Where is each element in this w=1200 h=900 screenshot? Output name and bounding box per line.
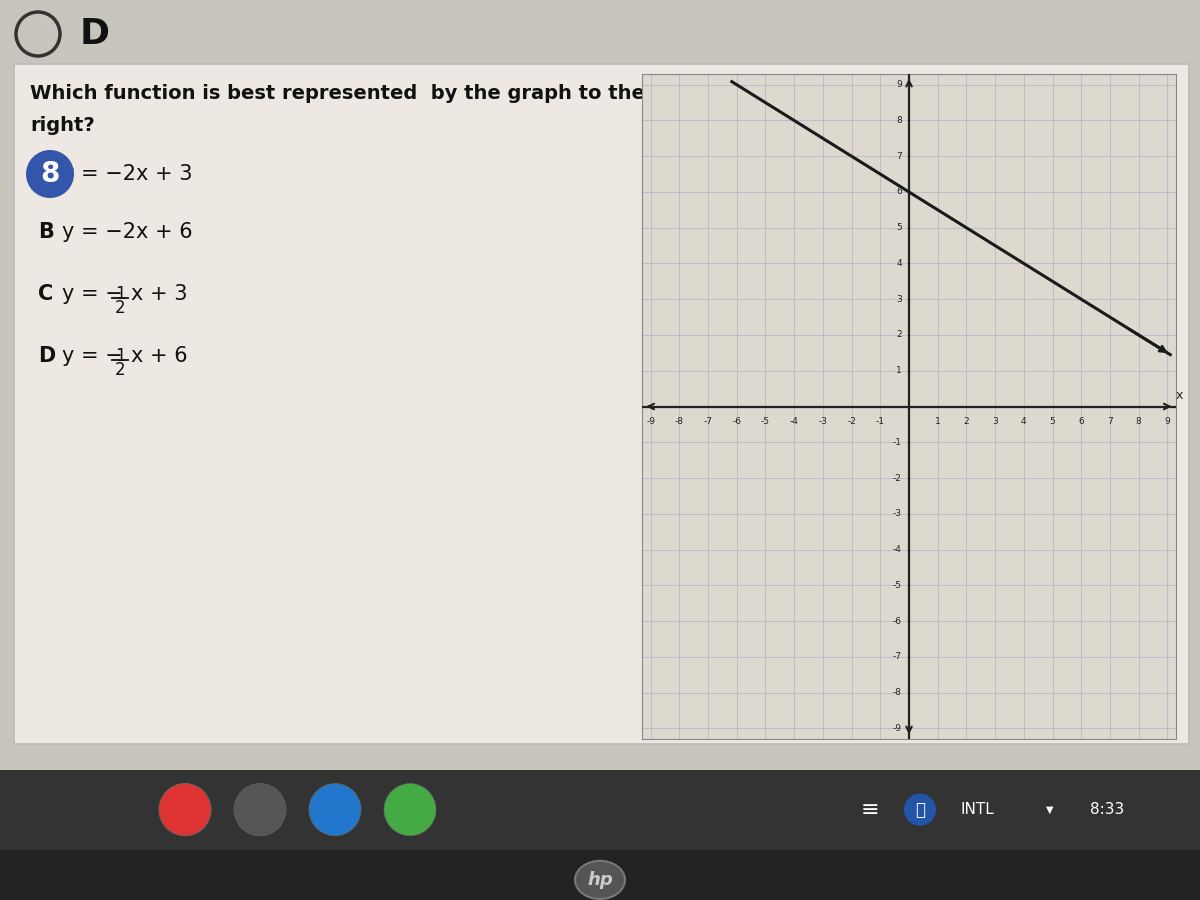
Text: right?: right? xyxy=(30,116,95,135)
Circle shape xyxy=(158,784,211,836)
Text: -5: -5 xyxy=(893,580,902,590)
Text: 5: 5 xyxy=(896,223,902,232)
Text: 8: 8 xyxy=(896,116,902,125)
Text: 9: 9 xyxy=(1164,418,1170,427)
Circle shape xyxy=(384,784,436,836)
Text: 1: 1 xyxy=(115,347,125,365)
Text: 7: 7 xyxy=(896,152,902,161)
Text: -2: -2 xyxy=(893,473,902,482)
Text: 2: 2 xyxy=(896,330,902,339)
Circle shape xyxy=(310,784,361,836)
Text: -1: -1 xyxy=(893,437,902,446)
Text: 2: 2 xyxy=(964,418,970,427)
Text: -9: -9 xyxy=(646,418,655,427)
Text: 5: 5 xyxy=(1050,418,1056,427)
Text: -3: -3 xyxy=(893,509,902,518)
Text: -6: -6 xyxy=(893,616,902,625)
Text: 2: 2 xyxy=(115,361,125,379)
Text: y = −: y = − xyxy=(62,284,122,304)
Text: x + 3: x + 3 xyxy=(131,284,187,304)
Text: B: B xyxy=(38,222,54,242)
Text: -1: -1 xyxy=(876,418,884,427)
Text: A: A xyxy=(38,164,54,184)
Ellipse shape xyxy=(575,860,625,899)
Text: -6: -6 xyxy=(732,418,742,427)
Circle shape xyxy=(904,794,936,825)
Text: 1: 1 xyxy=(935,418,941,427)
Text: hp: hp xyxy=(587,871,613,889)
Circle shape xyxy=(234,784,286,836)
Text: -7: -7 xyxy=(703,418,713,427)
Text: 1: 1 xyxy=(896,366,902,375)
Text: 8: 8 xyxy=(1136,418,1141,427)
Text: y = −2x + 3: y = −2x + 3 xyxy=(62,164,192,184)
Text: -4: -4 xyxy=(893,545,902,554)
Text: C: C xyxy=(38,284,53,304)
Bar xyxy=(0,770,1200,850)
Text: -2: -2 xyxy=(847,418,856,427)
Text: 4: 4 xyxy=(1021,418,1027,427)
Text: INTL: INTL xyxy=(960,802,994,817)
Text: 7: 7 xyxy=(1108,418,1112,427)
Text: ≡: ≡ xyxy=(860,800,880,820)
Text: 6: 6 xyxy=(1079,418,1084,427)
Text: D: D xyxy=(38,346,55,366)
Text: -9: -9 xyxy=(893,724,902,733)
Text: Which function is best represented  by the graph to the: Which function is best represented by th… xyxy=(30,84,644,103)
Circle shape xyxy=(158,784,211,836)
Text: 8:33: 8:33 xyxy=(1090,802,1124,817)
Text: 1: 1 xyxy=(115,285,125,303)
Text: 4: 4 xyxy=(896,259,902,268)
Text: ▼: ▼ xyxy=(1046,805,1054,814)
Circle shape xyxy=(26,150,74,198)
Text: -8: -8 xyxy=(893,688,902,697)
Text: ⓘ: ⓘ xyxy=(916,801,925,819)
Text: 3: 3 xyxy=(992,418,998,427)
Text: 6: 6 xyxy=(896,187,902,196)
Bar xyxy=(0,850,1200,900)
Text: -4: -4 xyxy=(790,418,798,427)
Text: -7: -7 xyxy=(893,652,902,662)
Text: x: x xyxy=(1176,390,1183,402)
Text: 3: 3 xyxy=(896,294,902,303)
Text: 9: 9 xyxy=(896,80,902,89)
Text: -3: -3 xyxy=(818,418,827,427)
Text: y = −2x + 6: y = −2x + 6 xyxy=(62,222,193,242)
Text: 2: 2 xyxy=(115,299,125,317)
Text: y = −: y = − xyxy=(62,346,122,366)
FancyBboxPatch shape xyxy=(14,64,1189,744)
Text: D: D xyxy=(80,17,110,51)
Text: x + 6: x + 6 xyxy=(131,346,187,366)
Text: 8: 8 xyxy=(41,160,60,188)
Text: -5: -5 xyxy=(761,418,770,427)
Text: -8: -8 xyxy=(674,418,684,427)
